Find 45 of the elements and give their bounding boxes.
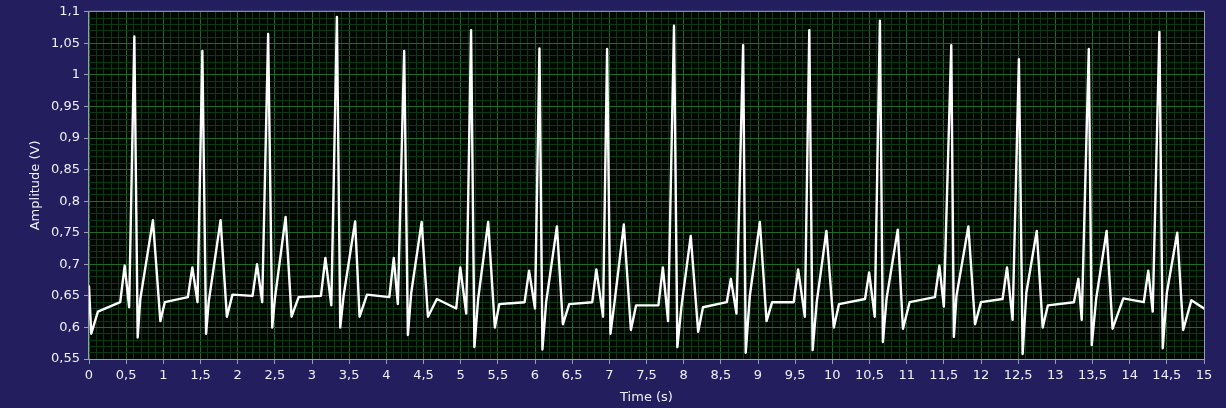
x-tick-label: 11	[898, 367, 915, 383]
x-tick-label: 13,5	[1078, 367, 1107, 383]
y-axis-title: Amplitude (V)	[27, 140, 43, 231]
y-tick-label: 0,7	[59, 255, 80, 271]
x-tick-label: 6	[530, 367, 540, 383]
x-tick-label: 9,5	[784, 367, 806, 383]
x-tick-label: 14,5	[1152, 367, 1182, 383]
x-tick-label: 4,5	[413, 367, 434, 383]
y-tick-label: 0,95	[51, 97, 80, 113]
x-tick-label: 8	[679, 367, 688, 383]
x-tick-label: 5	[456, 367, 465, 383]
x-tick-label: 0,5	[115, 367, 137, 383]
x-tick-label: 11,5	[929, 367, 959, 383]
x-tick-label: 15	[1195, 367, 1213, 383]
x-tick-label: 7,5	[636, 367, 657, 383]
x-tick-label: 9	[753, 367, 763, 383]
x-tick-label: 0	[84, 367, 94, 383]
x-tick-label: 4	[382, 367, 391, 383]
y-tick-label: 0,85	[51, 160, 80, 176]
y-tick-label: 1	[71, 66, 80, 82]
y-tick-label: 1,05	[51, 34, 80, 50]
x-tick-label: 10	[824, 367, 841, 383]
y-tick-label: 0,65	[51, 287, 80, 303]
y-tick-label: 0,8	[59, 192, 80, 208]
x-tick-label: 12	[972, 367, 990, 383]
x-tick-label: 2	[233, 367, 242, 383]
y-tick-label: 0,75	[51, 224, 80, 240]
y-tick-label: 0,6	[59, 318, 80, 334]
x-tick-label: 1	[159, 367, 168, 383]
x-tick-label: 13	[1047, 367, 1064, 383]
x-tick-label: 7	[605, 367, 614, 383]
x-tick-label: 5,5	[487, 367, 509, 383]
x-tick-label: 12,5	[1003, 367, 1033, 383]
y-tick-label: 1,1	[59, 3, 80, 19]
x-tick-label: 6,5	[561, 367, 583, 383]
x-tick-label: 14	[1121, 367, 1138, 383]
x-tick-label: 8,5	[710, 367, 732, 383]
x-tick-label: 10,5	[855, 367, 884, 383]
x-tick-label: 2,5	[264, 367, 286, 383]
x-axis-title: Time (s)	[619, 388, 673, 404]
y-tick-label: 0,9	[59, 129, 80, 145]
x-tick-label: 1,5	[190, 367, 211, 383]
y-tick-label: 0,55	[51, 350, 80, 366]
x-tick-label: 3	[307, 367, 317, 383]
x-tick-label: 3,5	[338, 367, 360, 383]
